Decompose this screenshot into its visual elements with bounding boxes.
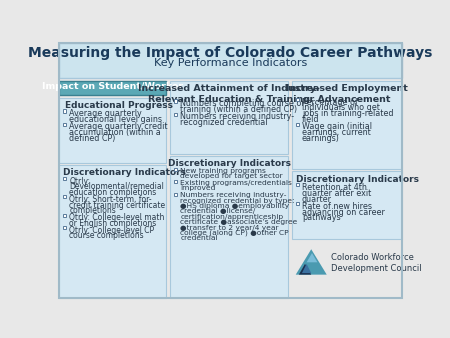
Text: quarter after exit: quarter after exit [302,189,371,198]
Bar [63,195,66,198]
Text: improved: improved [180,185,216,191]
Text: education completions: education completions [69,188,157,197]
Bar [174,168,177,171]
Bar [63,226,66,229]
Bar [296,202,299,206]
Bar [59,43,402,77]
Text: credential ●license/: credential ●license/ [180,209,256,214]
Text: ●transfer to 2 year/4 year: ●transfer to 2 year/4 year [180,224,279,231]
Text: Numbers completing course or: Numbers completing course or [180,99,305,108]
Text: Educational Progress: Educational Progress [65,101,173,110]
Text: Numbers receiving industry-: Numbers receiving industry- [180,192,287,198]
Text: Qtrly: Short-term, for-: Qtrly: Short-term, for- [69,195,152,204]
Text: Retention at 4th: Retention at 4th [302,183,367,192]
Text: Average quarterly: Average quarterly [69,109,142,118]
Text: certificate ●associate’s degree: certificate ●associate’s degree [180,219,297,225]
Bar [59,80,166,95]
Text: Measuring the Impact of Colorado Career Pathways: Measuring the Impact of Colorado Career … [28,46,433,60]
Text: defined CP): defined CP) [69,134,116,143]
Bar [59,165,166,298]
Text: advancing on career: advancing on career [302,208,385,217]
Text: Percentage of: Percentage of [302,98,358,106]
Bar [63,214,66,217]
Bar [174,180,177,184]
Text: credit training certificate: credit training certificate [69,200,166,210]
Text: jobs in training-related: jobs in training-related [302,109,393,118]
Text: course completions: course completions [69,232,144,240]
Text: Average quarterly credit: Average quarterly credit [69,122,168,131]
Text: New training programs: New training programs [180,168,266,174]
Text: Discretionary Indicators: Discretionary Indicators [296,174,419,184]
Bar [63,123,66,126]
Bar [59,98,166,163]
Text: Qtrly: College-level CP: Qtrly: College-level CP [69,226,154,235]
Text: college (along CP) ●other CP: college (along CP) ●other CP [180,230,289,237]
Text: Impact on Student/Worker: Impact on Student/Worker [42,82,184,91]
Bar [296,98,299,101]
Bar [63,177,66,180]
Text: training (within a defined CP): training (within a defined CP) [180,105,297,114]
Text: Key Performance Indicators: Key Performance Indicators [154,58,307,68]
Bar [296,123,299,126]
Polygon shape [296,249,327,275]
Text: educational level gains: educational level gains [69,115,162,124]
Bar [170,156,288,298]
Text: accumulation (within a: accumulation (within a [69,128,161,137]
Bar [174,113,177,116]
Polygon shape [302,264,311,273]
Text: Qtrly: College-level math: Qtrly: College-level math [69,213,165,222]
Bar [63,110,66,113]
Text: Qtrly:: Qtrly: [69,177,90,186]
Text: Colorado Workforce
Development Council: Colorado Workforce Development Council [331,253,422,273]
Bar [292,80,402,169]
Text: individuals who get: individuals who get [302,103,380,112]
Text: recognized credential: recognized credential [180,118,268,127]
Text: field: field [302,115,320,124]
Text: quarter: quarter [302,195,332,203]
Text: ●HS diploma ●employability: ●HS diploma ●employability [180,203,289,209]
Bar [174,99,177,102]
Text: certification/apprenticeship: certification/apprenticeship [180,214,284,220]
Text: Wage gain (initial: Wage gain (initial [302,122,372,131]
Text: or English completions: or English completions [69,219,157,228]
Text: Existing programs/credentials: Existing programs/credentials [180,180,292,186]
Bar [292,171,402,239]
Text: Developmental/remedial: Developmental/remedial [69,183,164,191]
Text: Increased Attainment of Industry-
Relevant Education & Training: Increased Attainment of Industry- Releva… [138,84,320,104]
Text: earnings, current: earnings, current [302,128,371,137]
Text: Discretionary Indicators: Discretionary Indicators [63,168,186,177]
Text: Discretionary Indicators: Discretionary Indicators [167,159,291,168]
Text: Numbers receiving industry-: Numbers receiving industry- [180,112,294,121]
Text: completions: completions [69,206,116,215]
Text: Rate of new hires: Rate of new hires [302,202,372,211]
Bar [296,184,299,187]
Text: Increased Employment
or Advancement: Increased Employment or Advancement [286,84,408,104]
Bar [174,193,177,196]
Polygon shape [299,264,311,275]
Text: developed for target sector: developed for target sector [180,173,283,179]
Text: pathways: pathways [302,213,341,222]
Polygon shape [306,253,317,262]
Text: recognized credential by type:: recognized credential by type: [180,198,295,203]
Text: credential: credential [180,235,218,241]
Text: earnings): earnings) [302,134,340,143]
Bar [170,80,288,154]
